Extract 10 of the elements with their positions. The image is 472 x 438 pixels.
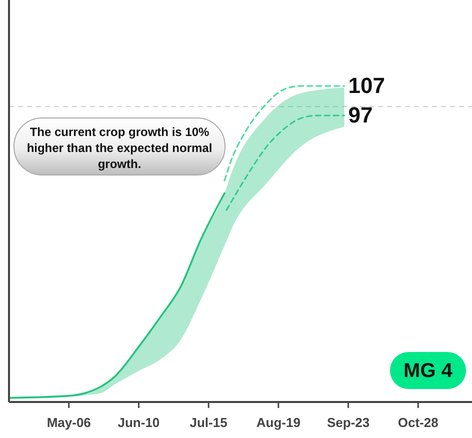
x-tick-label: Aug-19 [256, 415, 300, 430]
x-tick-label: May-06 [46, 415, 91, 430]
x-tick-label: Oct-28 [398, 415, 438, 430]
annotation: MG 4 [404, 360, 454, 382]
x-tick-label: Jun-10 [118, 415, 160, 430]
x-tick-label: Jul-15 [190, 415, 228, 430]
annotation: The current crop growth is 10% higher than the expected normal growth. [26, 125, 212, 171]
x-tick-label: Sep-23 [326, 415, 370, 430]
data-label: 97 [348, 102, 373, 128]
data-label: 107 [348, 73, 385, 98]
